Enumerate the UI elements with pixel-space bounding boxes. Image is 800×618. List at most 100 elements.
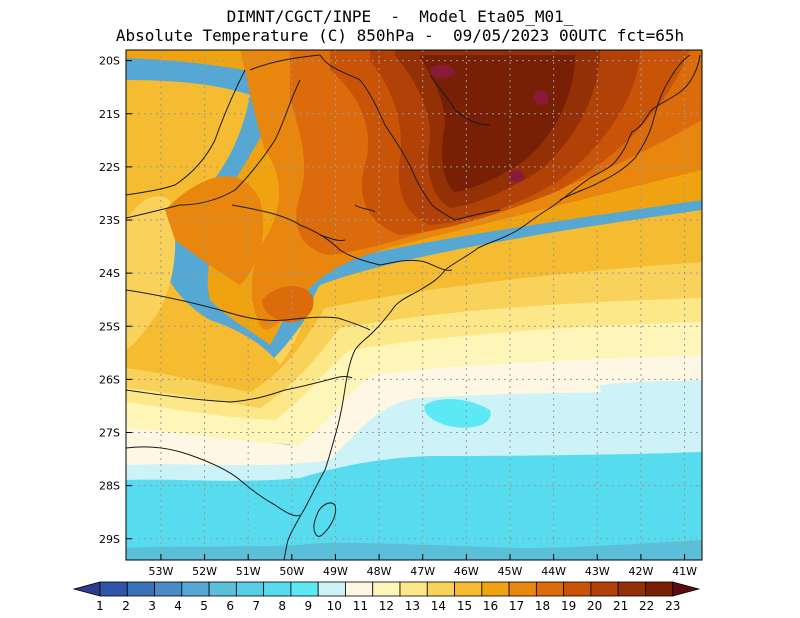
colorbar-swatch	[154, 581, 183, 597]
lagoon-patos	[313, 502, 337, 537]
colorbar-label: 19	[561, 599, 576, 613]
colorbar-swatch	[345, 581, 374, 597]
lat-tick-label: 21S	[99, 108, 120, 121]
border-sp-pr	[231, 204, 453, 271]
temp-band-23b	[534, 90, 549, 106]
map-frame	[125, 49, 703, 561]
colorbar-swatch	[263, 581, 292, 597]
lon-tick-label: 48W	[367, 565, 392, 578]
colorbar-label: 22	[639, 599, 654, 613]
colorbar-swatch	[535, 581, 565, 597]
lon-tick-label: 53W	[148, 565, 173, 578]
map-gridlines	[126, 50, 702, 560]
colorbar-swatch	[181, 581, 210, 597]
colorbar-label: 16	[483, 599, 498, 613]
colorbar-label: 3	[148, 599, 156, 613]
colorbar-swatch	[372, 581, 401, 597]
colorbar-swatch	[290, 581, 319, 597]
lat-tick-label: 27S	[99, 427, 120, 440]
lat-tick-label: 29S	[99, 533, 120, 546]
lon-tick-label: 46W	[454, 565, 479, 578]
colorbar-swatch	[617, 581, 646, 597]
colorbar-swatch	[508, 581, 537, 597]
colorbar-label: 11	[353, 599, 368, 613]
lat-tick-label: 24S	[99, 267, 120, 280]
river-tiete	[319, 74, 491, 241]
colorbar-swatch	[399, 581, 428, 597]
temp-band-11	[126, 350, 702, 466]
lon-tick-label: 47W	[410, 565, 435, 578]
border-mg-sp	[319, 54, 501, 221]
colorbar-swatch	[426, 581, 455, 597]
colorbar-label: 13	[405, 599, 420, 613]
colorbar: 1 2 3 4 5 6 7 8 9 10 11 12 13 14 15 16 17 18 19 20 21 22 23	[72, 581, 701, 613]
border-sc-rs	[126, 376, 353, 403]
chart-title-line-1: DIMNT/CGCT/INPE - Model Eta05_M01_	[226, 7, 574, 26]
colorbar-label: 10	[327, 599, 342, 613]
map-boundaries	[126, 54, 701, 560]
colorbar-label: 7	[252, 599, 260, 613]
colorbar-label: 20	[587, 599, 602, 613]
temp-band-17b	[165, 176, 264, 285]
lon-tick-label: 43W	[585, 565, 610, 578]
border-mg-north	[126, 54, 321, 196]
colorbar-swatch	[126, 581, 155, 597]
colorbar-label: 6	[226, 599, 234, 613]
lon-tick-label: 50W	[279, 565, 304, 578]
colorbar-swatch	[563, 581, 592, 597]
temp-band-22	[420, 55, 575, 192]
map-axes: 20S 21S 22S 23S 24S 25S 26S 27S 28S 29S 53W 52W 51W 5…	[99, 55, 697, 578]
lat-tick-label: 22S	[99, 161, 120, 174]
border-pr-sc	[126, 289, 371, 331]
colorbar-label: 12	[379, 599, 394, 613]
colorbar-label: 15	[457, 599, 472, 613]
temperature-field	[126, 50, 702, 560]
lat-tick-label: 20S	[99, 55, 120, 68]
colorbar-label: 18	[535, 599, 550, 613]
lat-tick-label: 25S	[99, 320, 120, 333]
colorbar-swatch	[208, 581, 237, 597]
coastline	[283, 54, 701, 560]
colorbar-label: 8	[278, 599, 286, 613]
lat-tick-label: 26S	[99, 373, 120, 386]
lon-tick-label: 51W	[236, 565, 261, 578]
colorbar-swatch	[235, 581, 265, 597]
colorbar-swatch	[672, 581, 701, 597]
colorbar-swatch	[590, 581, 619, 597]
colorbar-label: 21	[613, 599, 628, 613]
temp-band-8	[126, 448, 702, 548]
lon-tick-label: 49W	[323, 565, 348, 578]
colorbar-label: 1	[96, 599, 104, 613]
lat-tick-label: 28S	[99, 480, 120, 493]
temp-band-23a	[430, 64, 455, 79]
lon-tick-label: 52W	[192, 565, 217, 578]
temp-band-10	[126, 379, 702, 481]
colorbar-label: 4	[174, 599, 182, 613]
temp-band-23c	[509, 170, 525, 183]
colorbar-label: 14	[431, 599, 446, 613]
temp-band-11-east	[600, 380, 702, 440]
border-ms-sp	[126, 79, 301, 219]
lon-tick-label: 44W	[541, 565, 566, 578]
temp-band-15	[126, 80, 702, 392]
colorbar-swatch	[454, 581, 483, 597]
lon-tick-label: 42W	[628, 565, 653, 578]
temp-band-13	[126, 290, 702, 420]
colorbar-label: 23	[665, 599, 680, 613]
border-rs-west	[126, 446, 301, 517]
colorbar-swatch	[99, 581, 128, 597]
colorbar-swatch	[645, 581, 674, 597]
temp-band-12	[126, 315, 702, 445]
lon-tick-label: 45W	[498, 565, 523, 578]
temp-band-18b	[262, 285, 314, 323]
temp-band-10-patch	[424, 398, 491, 428]
colorbar-swatch	[481, 581, 510, 597]
colorbar-swatch	[317, 581, 346, 597]
lon-tick-label: 41W	[672, 565, 697, 578]
colorbar-label: 9	[304, 599, 312, 613]
lat-tick-label: 23S	[99, 214, 120, 227]
colorbar-swatch	[72, 581, 101, 597]
chart-title-line-2: Absolute Temperature (C) 850hPa - 09/05/…	[115, 26, 685, 45]
border-mg-rj	[559, 54, 691, 201]
